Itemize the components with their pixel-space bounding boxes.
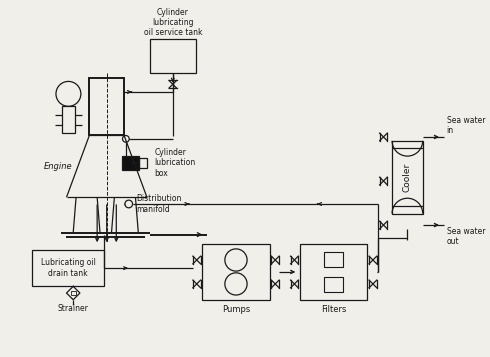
Text: Engine: Engine bbox=[44, 162, 72, 171]
Text: Cooler: Cooler bbox=[403, 162, 412, 192]
Bar bbox=[139, 158, 147, 167]
Text: Pumps: Pumps bbox=[222, 305, 250, 313]
Bar bbox=[122, 156, 139, 170]
Text: Sea water
in: Sea water in bbox=[447, 116, 485, 135]
Bar bbox=[90, 77, 124, 135]
Bar bbox=[62, 106, 75, 133]
Bar bbox=[71, 291, 75, 295]
Text: Cylinder
lubrication
box: Cylinder lubrication box bbox=[155, 148, 196, 178]
Bar bbox=[300, 244, 367, 300]
Bar bbox=[392, 141, 423, 213]
Text: Sea water
out: Sea water out bbox=[447, 227, 485, 246]
Bar bbox=[32, 250, 104, 286]
Bar bbox=[202, 244, 270, 300]
Text: Strainer: Strainer bbox=[58, 303, 89, 313]
Text: Lubricating oil
drain tank: Lubricating oil drain tank bbox=[41, 258, 96, 278]
Text: Distribution
manifold: Distribution manifold bbox=[136, 194, 182, 214]
Text: Filters: Filters bbox=[321, 305, 346, 313]
Bar bbox=[150, 39, 196, 73]
Text: Cylinder
lubricating
oil service tank: Cylinder lubricating oil service tank bbox=[144, 7, 202, 37]
Bar bbox=[324, 252, 343, 267]
Bar bbox=[324, 277, 343, 292]
